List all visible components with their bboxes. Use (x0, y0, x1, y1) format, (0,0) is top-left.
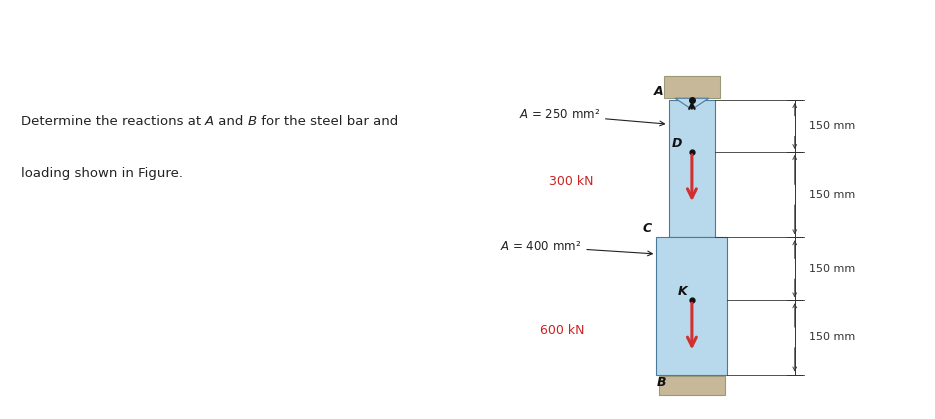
Text: 150 mm: 150 mm (809, 332, 855, 342)
Text: for the steel bar and: for the steel bar and (257, 115, 398, 128)
Text: loading shown in Figure.: loading shown in Figure. (21, 167, 182, 180)
Text: Determine the reactions at: Determine the reactions at (21, 115, 205, 128)
Text: 150 mm: 150 mm (809, 121, 855, 131)
Text: EXAMPLE 4.5: EXAMPLE 4.5 (15, 18, 148, 36)
Text: A: A (205, 115, 214, 128)
Bar (669, 100, 715, 237)
Text: B: B (656, 376, 666, 389)
Text: K: K (678, 285, 687, 298)
Text: $A$ = 400 mm²: $A$ = 400 mm² (500, 240, 653, 256)
Text: and: and (214, 115, 248, 128)
Text: $A$ = 250 mm²: $A$ = 250 mm² (519, 109, 665, 126)
Bar (659, 376, 725, 395)
Text: 150 mm: 150 mm (809, 190, 855, 200)
Text: 600 kN: 600 kN (539, 323, 584, 336)
Text: C: C (642, 222, 652, 235)
Text: 300 kN: 300 kN (549, 175, 594, 188)
Text: B: B (248, 115, 257, 128)
Text: 150 mm: 150 mm (809, 264, 855, 274)
Text: D: D (671, 137, 682, 150)
Text: A: A (654, 85, 664, 98)
Bar (656, 237, 727, 375)
Polygon shape (675, 98, 709, 109)
Bar (664, 76, 720, 98)
